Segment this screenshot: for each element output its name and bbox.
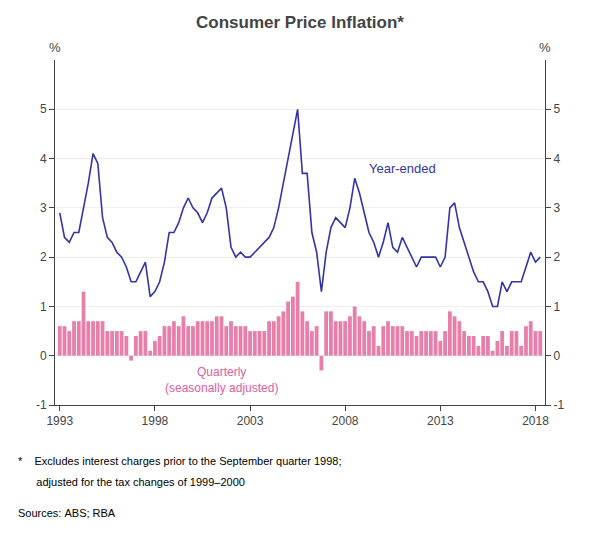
svg-text:1993: 1993	[46, 414, 73, 428]
svg-text:-1: -1	[36, 398, 47, 412]
svg-text:2018: 2018	[522, 414, 549, 428]
svg-text:4: 4	[40, 152, 47, 166]
svg-text:Consumer Price Inflation*: Consumer Price Inflation*	[196, 13, 404, 32]
svg-text:3: 3	[40, 201, 47, 215]
svg-text:0: 0	[553, 349, 560, 363]
svg-text:1998: 1998	[142, 414, 169, 428]
svg-text:2: 2	[40, 250, 47, 264]
svg-text:4: 4	[553, 152, 560, 166]
svg-text:(seasonally adjusted): (seasonally adjusted)	[165, 381, 278, 395]
svg-text:2008: 2008	[332, 414, 359, 428]
svg-text:-1: -1	[553, 398, 564, 412]
svg-text:adjusted for the tax changes o: adjusted for the tax changes of 1999–200…	[18, 476, 245, 488]
svg-text:Quarterly: Quarterly	[197, 365, 246, 379]
svg-text:3: 3	[553, 201, 560, 215]
svg-text:2003: 2003	[237, 414, 264, 428]
svg-text:2013: 2013	[427, 414, 454, 428]
svg-text:1: 1	[553, 300, 560, 314]
svg-text:1: 1	[40, 300, 47, 314]
svg-text:Year-ended: Year-ended	[369, 161, 436, 176]
svg-text:%: %	[539, 40, 551, 55]
svg-text:5: 5	[553, 102, 560, 116]
svg-text:%: %	[49, 40, 61, 55]
svg-text:5: 5	[40, 102, 47, 116]
svg-text:2: 2	[553, 250, 560, 264]
svg-text:0: 0	[40, 349, 47, 363]
svg-text:Sources: ABS; RBA: Sources: ABS; RBA	[18, 507, 116, 519]
svg-text:* Excludes interest charges: * Excludes interest charges prior to the…	[18, 455, 341, 467]
